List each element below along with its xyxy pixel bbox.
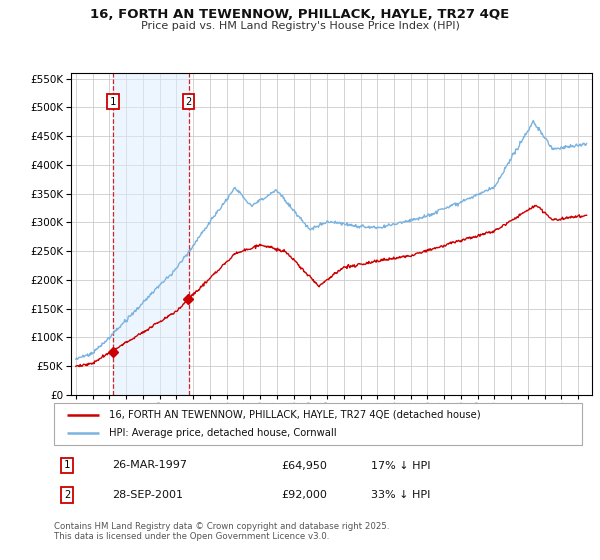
Text: 33% ↓ HPI: 33% ↓ HPI — [371, 490, 430, 500]
Text: £64,950: £64,950 — [281, 460, 327, 470]
Text: 16, FORTH AN TEWENNOW, PHILLACK, HAYLE, TR27 4QE (detached house): 16, FORTH AN TEWENNOW, PHILLACK, HAYLE, … — [109, 410, 481, 420]
Text: Contains HM Land Registry data © Crown copyright and database right 2025.: Contains HM Land Registry data © Crown c… — [54, 522, 389, 531]
Text: 1: 1 — [64, 460, 70, 470]
Text: 16, FORTH AN TEWENNOW, PHILLACK, HAYLE, TR27 4QE: 16, FORTH AN TEWENNOW, PHILLACK, HAYLE, … — [91, 8, 509, 21]
Text: Price paid vs. HM Land Registry's House Price Index (HPI): Price paid vs. HM Land Registry's House … — [140, 21, 460, 31]
Text: 2: 2 — [185, 97, 192, 107]
Bar — [113, 73, 188, 395]
Text: HPI: Average price, detached house, Cornwall: HPI: Average price, detached house, Corn… — [109, 428, 337, 438]
Text: This data is licensed under the Open Government Licence v3.0.: This data is licensed under the Open Gov… — [54, 532, 329, 541]
Text: £92,000: £92,000 — [281, 490, 327, 500]
Text: 2: 2 — [64, 490, 70, 500]
Text: 1: 1 — [110, 97, 116, 107]
Text: 26-MAR-1997: 26-MAR-1997 — [112, 460, 187, 470]
Text: 28-SEP-2001: 28-SEP-2001 — [112, 490, 183, 500]
Text: 17% ↓ HPI: 17% ↓ HPI — [371, 460, 430, 470]
